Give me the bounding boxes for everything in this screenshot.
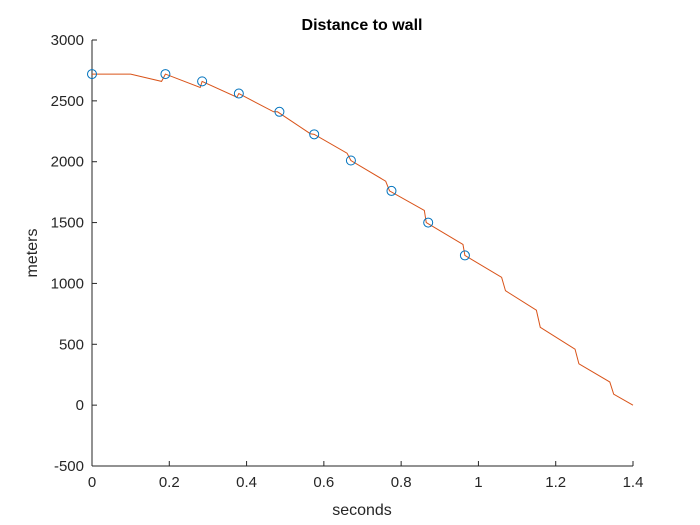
axes: 0 0.2 0.4 0.6 0.8 1 1.2 1.4-5000500100015002000… (51, 32, 644, 491)
y-tick-label: 2500 (51, 93, 84, 110)
data-point-marker (87, 69, 97, 80)
y-tick-label: 1000 (51, 275, 84, 292)
y-tick-label: 500 (59, 336, 84, 353)
x-tick-label: 1.4 (623, 474, 644, 491)
chart-title: Distance to wall (302, 17, 423, 34)
y-tick-label: 3000 (51, 32, 84, 49)
data-point-marker (274, 106, 285, 117)
y-tick-label: 0 (76, 397, 84, 414)
plot-area-background (92, 40, 633, 466)
data-point-marker (233, 88, 244, 99)
x-tick-label: 1 (474, 474, 482, 491)
x-tick-label: 0.8 (391, 474, 412, 491)
data-point-marker (423, 217, 434, 228)
data-point-marker (160, 69, 171, 80)
data-point-marker (386, 185, 397, 196)
data-point-marker (459, 250, 470, 261)
data-point-marker (345, 155, 356, 166)
x-tick-label: 0 (88, 474, 96, 491)
x-tick-label: 0.6 (313, 474, 334, 491)
y-tick-label: 2000 (51, 154, 84, 171)
data-layer (87, 69, 634, 406)
distance-line (92, 73, 634, 406)
x-tick-label: 0.4 (236, 474, 257, 491)
data-point-marker (309, 129, 320, 140)
data-point-marker (197, 76, 208, 87)
y-tick-label: -500 (54, 458, 84, 475)
x-tick-label: 1.2 (545, 474, 566, 491)
x-tick-label: 0.2 (159, 474, 180, 491)
y-tick-label: 1500 (51, 215, 84, 232)
y-axis-label: meters (24, 229, 41, 278)
x-axis-label: seconds (332, 502, 392, 519)
